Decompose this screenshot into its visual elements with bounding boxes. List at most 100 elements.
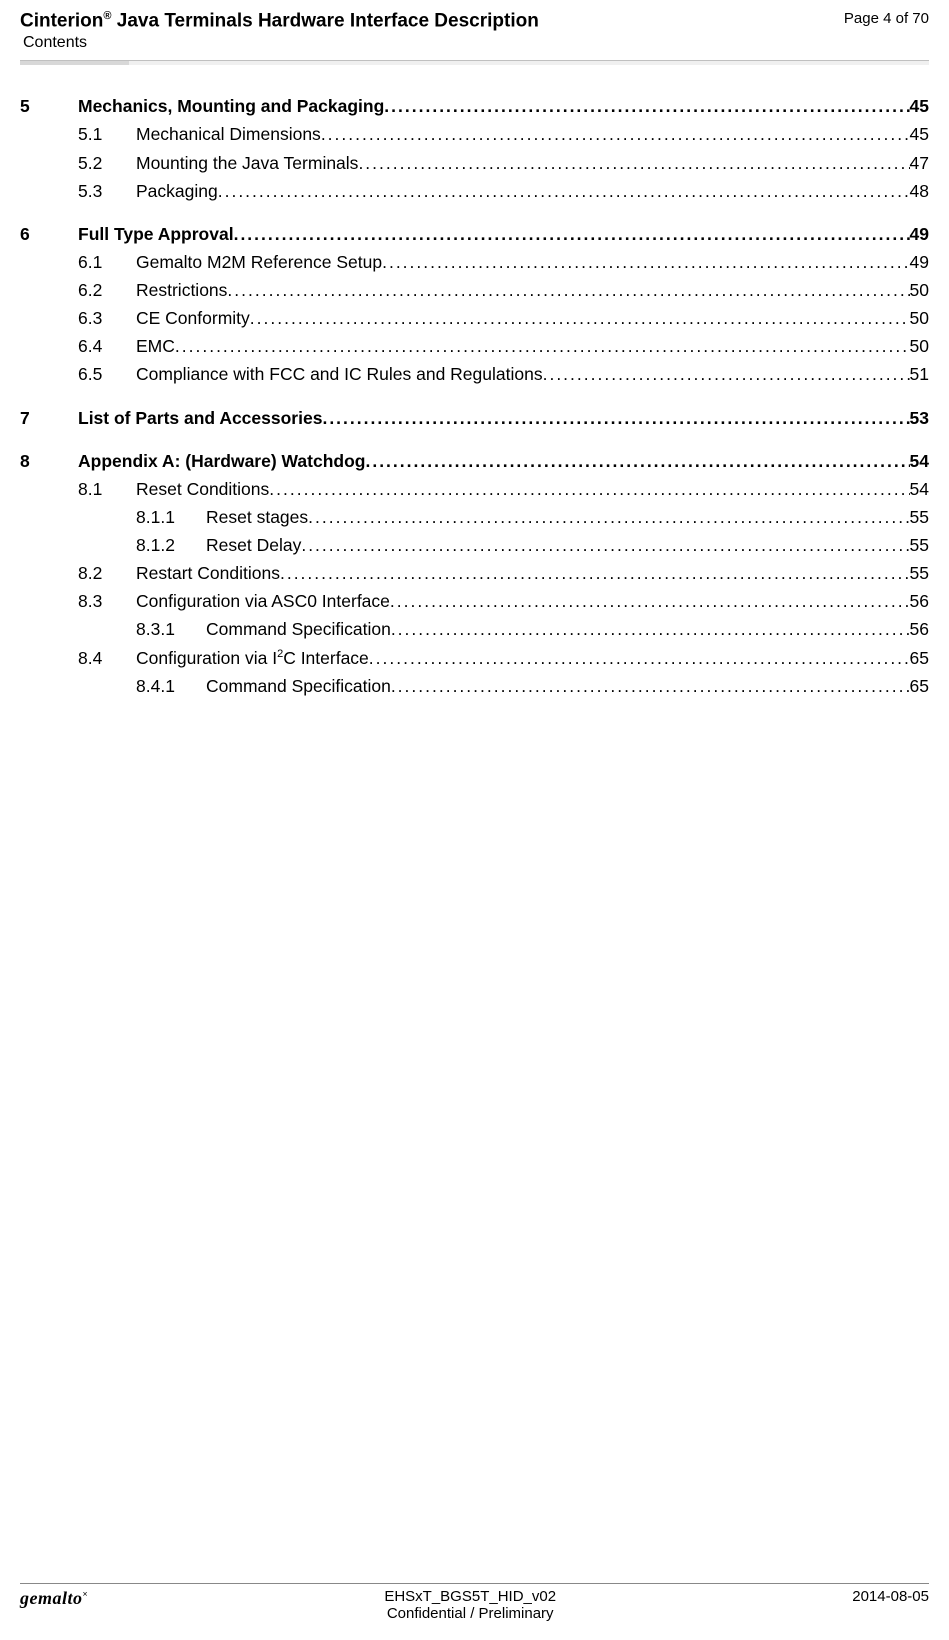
toc-gap	[20, 433, 929, 448]
toc-dots: ........................................…	[227, 277, 909, 304]
toc-dots: ........................................…	[322, 405, 909, 432]
toc-page: 53	[910, 405, 929, 432]
toc-dots: ........................................…	[218, 178, 910, 205]
toc-gap	[20, 206, 929, 221]
toc-row: 5Mechanics, Mounting and Packaging .....…	[20, 93, 929, 120]
toc-label: Restart Conditions	[136, 560, 280, 587]
footer-brand: gemalto×	[20, 1588, 88, 1609]
toc-row: 8.1Reset Conditions ....................…	[20, 476, 929, 503]
toc-label: Configuration via I2C Interface	[136, 645, 369, 672]
footer-center: EHSxT_BGS5T_HID_v02 Confidential / Preli…	[384, 1588, 556, 1622]
toc-dots: ........................................…	[308, 504, 909, 531]
toc-row: 8.4Configuration via I2C Interface .....…	[20, 645, 929, 672]
toc-page: 65	[910, 645, 929, 672]
toc-number: 8.4.1	[136, 673, 206, 700]
toc-number: 7	[20, 405, 78, 432]
toc-label: Mechanics, Mounting and Packaging	[78, 93, 384, 120]
toc-dots: ........................................…	[391, 616, 910, 643]
toc-dots: ........................................…	[382, 249, 909, 276]
toc-number: 6.4	[78, 333, 136, 360]
toc-row: 6.3CE Conformity .......................…	[20, 305, 929, 332]
toc-dots: ........................................…	[358, 150, 909, 177]
toc-dots: ........................................…	[234, 221, 910, 248]
toc-row: 8.4.1Command Specification .............…	[20, 673, 929, 700]
toc-dots: ........................................…	[250, 305, 910, 332]
toc-dots: ........................................…	[269, 476, 909, 503]
toc-number: 8.1.2	[136, 532, 206, 559]
toc-label: Packaging	[136, 178, 218, 205]
toc-page: 65	[910, 673, 929, 700]
toc-row: 8.1.1Reset stages ......................…	[20, 504, 929, 531]
toc-row: 8Appendix A: (Hardware) Watchdog .......…	[20, 448, 929, 475]
toc-number: 8.1.1	[136, 504, 206, 531]
toc-label: Restrictions	[136, 277, 227, 304]
toc-label: Gemalto M2M Reference Setup	[136, 249, 382, 276]
toc-dots: ........................................…	[384, 93, 909, 120]
header-top-row: Cinterion® Java Terminals Hardware Inter…	[20, 10, 929, 32]
toc-label: Reset Delay	[206, 532, 301, 559]
toc-label: Appendix A: (Hardware) Watchdog	[78, 448, 365, 475]
toc-dots: ........................................…	[321, 121, 910, 148]
toc-page: 50	[910, 305, 929, 332]
toc-page: 50	[910, 277, 929, 304]
toc-row: 5.1Mechanical Dimensions ...............…	[20, 121, 929, 148]
toc-label: EMC	[136, 333, 175, 360]
toc-label: Full Type Approval	[78, 221, 234, 248]
toc-row: 8.3.1Command Specification .............…	[20, 616, 929, 643]
toc-label: CE Conformity	[136, 305, 250, 332]
toc-row: 8.1.2Reset Delay .......................…	[20, 532, 929, 559]
toc-row: 8.3Configuration via ASC0 Interface ....…	[20, 588, 929, 615]
toc-dots: ........................................…	[301, 532, 909, 559]
toc-page: 48	[910, 178, 929, 205]
footer-date: 2014-08-05	[852, 1588, 929, 1605]
toc-row: 6.2Restrictions ........................…	[20, 277, 929, 304]
doc-id: EHSxT_BGS5T_HID_v02	[384, 1588, 556, 1605]
toc-row: 7List of Parts and Accessories .........…	[20, 405, 929, 432]
toc-dots: ........................................…	[390, 588, 910, 615]
toc-number: 6.1	[78, 249, 136, 276]
toc-number: 6.5	[78, 361, 136, 388]
toc-row: 5.3Packaging ...........................…	[20, 178, 929, 205]
page-number: Page 4 of 70	[844, 10, 929, 27]
toc-page: 54	[910, 476, 929, 503]
toc-dots: ........................................…	[543, 361, 910, 388]
toc-gap	[20, 390, 929, 405]
toc-number: 5.1	[78, 121, 136, 148]
toc-page: 49	[910, 221, 929, 248]
toc-dots: ........................................…	[175, 333, 910, 360]
toc-number: 6	[20, 221, 78, 248]
toc-page: 51	[910, 361, 929, 388]
toc-page: 55	[910, 532, 929, 559]
toc-page: 56	[910, 588, 929, 615]
toc-row: 6.1Gemalto M2M Reference Setup .........…	[20, 249, 929, 276]
toc-label: List of Parts and Accessories	[78, 405, 322, 432]
toc-label: Command Specification	[206, 673, 391, 700]
toc-page: 47	[910, 150, 929, 177]
table-of-contents: 5Mechanics, Mounting and Packaging .....…	[0, 65, 949, 700]
toc-dots: ........................................…	[280, 560, 910, 587]
toc-row: 6Full Type Approval ....................…	[20, 221, 929, 248]
confidentiality: Confidential / Preliminary	[384, 1605, 556, 1622]
toc-dots: ........................................…	[365, 448, 909, 475]
toc-page: 50	[910, 333, 929, 360]
toc-number: 5.2	[78, 150, 136, 177]
toc-number: 8.3.1	[136, 616, 206, 643]
footer-divider	[20, 1583, 929, 1584]
toc-page: 45	[910, 93, 929, 120]
toc-label: Reset Conditions	[136, 476, 269, 503]
toc-page: 49	[910, 249, 929, 276]
page-footer: gemalto× EHSxT_BGS5T_HID_v02 Confidentia…	[20, 1583, 929, 1622]
toc-number: 8.2	[78, 560, 136, 587]
toc-number: 8	[20, 448, 78, 475]
toc-page: 54	[910, 448, 929, 475]
toc-page: 56	[910, 616, 929, 643]
registered-mark: ®	[103, 10, 111, 22]
toc-number: 6.2	[78, 277, 136, 304]
toc-number: 5	[20, 93, 78, 120]
toc-number: 8.4	[78, 645, 136, 672]
page-header: Cinterion® Java Terminals Hardware Inter…	[0, 0, 949, 52]
title-rest: Java Terminals Hardware Interface Descri…	[112, 10, 539, 31]
toc-row: 8.2Restart Conditions ..................…	[20, 560, 929, 587]
toc-label: Reset stages	[206, 504, 308, 531]
toc-number: 8.3	[78, 588, 136, 615]
